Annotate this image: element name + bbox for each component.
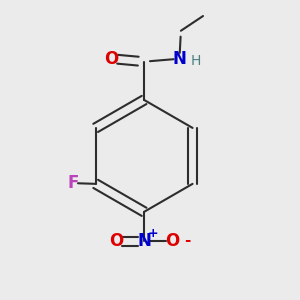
Text: F: F — [68, 174, 79, 192]
Text: O: O — [165, 232, 179, 250]
Text: -: - — [184, 233, 190, 248]
Text: N: N — [137, 232, 151, 250]
Text: N: N — [172, 50, 186, 68]
Text: O: O — [105, 50, 119, 68]
Text: +: + — [148, 227, 158, 240]
Text: H: H — [190, 54, 201, 68]
Text: O: O — [109, 232, 123, 250]
